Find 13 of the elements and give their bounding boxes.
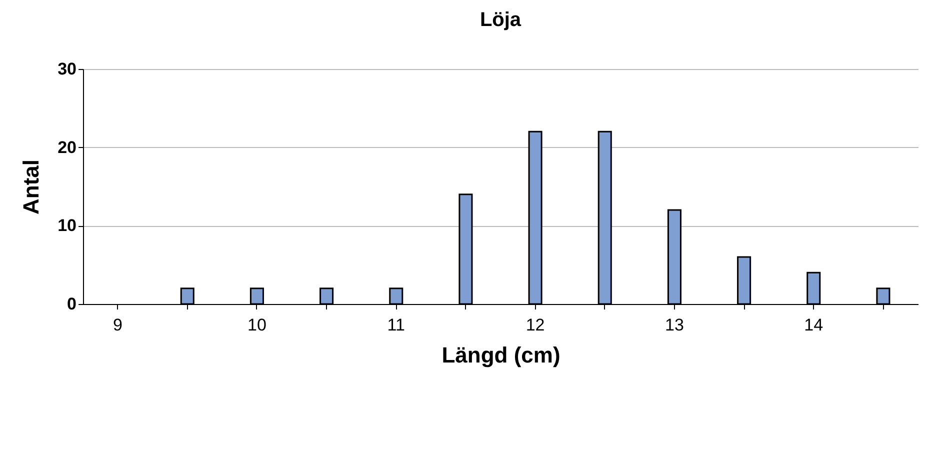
x-tick-label: 13 [664,316,684,334]
x-tick-label: 14 [804,316,824,334]
y-tick-label: 0 [67,294,76,314]
y-tick-label: 30 [58,60,76,78]
x-axis-title: Längd (cm) [442,342,560,368]
x-tick-label: 12 [526,316,545,334]
x-tick-label: 9 [113,316,123,334]
y-tick-label: 10 [58,216,76,236]
y-axis-title: Antal [18,160,44,214]
x-tick-label: 10 [247,316,266,334]
chart-title: Löja [480,9,522,31]
x-tick-label: 11 [387,316,405,334]
y-tick-label: 20 [58,138,76,157]
